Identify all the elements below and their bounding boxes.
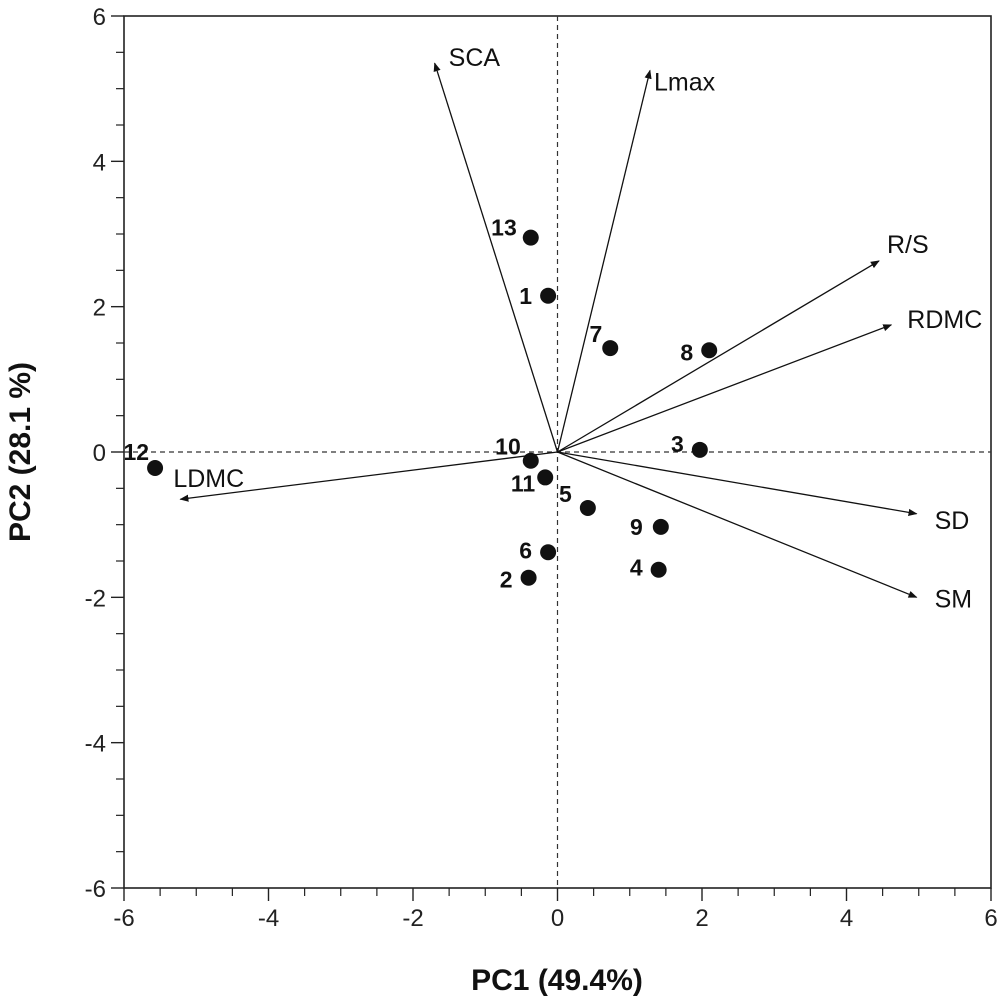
loading-arrow-rs (557, 260, 880, 453)
score-point-8 (701, 342, 718, 359)
y-tick-label: 0 (93, 440, 106, 467)
score-point-5 (579, 499, 596, 516)
point-label: 9 (630, 514, 643, 540)
x-tick-label: 2 (695, 905, 708, 932)
score-point-1 (540, 287, 557, 304)
loading-arrow-ldmc (179, 451, 558, 502)
point-label: 1 (519, 283, 532, 309)
x-axis-title: PC1 (49.4%) (471, 964, 643, 997)
point-label: 10 (495, 434, 521, 460)
y-tick-label: -4 (85, 731, 106, 758)
score-point-11 (537, 469, 554, 486)
x-tick-label: 6 (984, 905, 997, 932)
y-tick-label: 6 (93, 4, 106, 31)
point-label: 8 (680, 339, 693, 365)
loading-arrow-sd (557, 451, 918, 516)
loading-arrow-rdmc (557, 324, 893, 453)
point-label: 13 (491, 215, 517, 241)
x-tick-label: -4 (258, 905, 279, 932)
score-point-13 (522, 229, 539, 246)
loading-label: R/S (887, 231, 929, 259)
point-label: 6 (519, 537, 532, 563)
y-tick-label: -2 (85, 585, 106, 612)
score-point-12 (147, 459, 164, 476)
score-point-3 (691, 441, 708, 458)
loading-label: SM (935, 585, 973, 613)
y-axis-title: PC2 (28.1 %) (4, 362, 37, 542)
score-point-7 (602, 340, 619, 357)
point-label: 12 (123, 439, 149, 465)
score-point-2 (520, 569, 537, 586)
score-point-4 (650, 561, 667, 578)
score-point-6 (540, 544, 557, 561)
point-label: 3 (671, 431, 684, 457)
loading-label: LDMC (173, 465, 244, 493)
x-tick-label: -2 (402, 905, 423, 932)
y-tick-label: 2 (93, 295, 106, 322)
score-point-9 (652, 518, 669, 535)
x-tick-label: 4 (840, 905, 853, 932)
loading-arrow-sm (557, 451, 918, 598)
x-tick-label: -6 (113, 905, 134, 932)
axis-ticks: -6 -4 -2 0 2 4 6 -6 -4 -2 0 2 4 6 (85, 4, 998, 932)
score-point-10 (522, 452, 539, 469)
point-label: 11 (511, 470, 536, 496)
loading-label: SD (935, 507, 970, 535)
y-tick-label: -6 (85, 876, 106, 903)
loading-vectors: SCA Lmax R/S RDMC SD SM LDMC (173, 44, 982, 613)
loading-label: RDMC (907, 306, 982, 334)
point-label: 2 (500, 567, 513, 593)
x-tick-label: 0 (551, 905, 564, 932)
loading-label: SCA (449, 44, 501, 72)
point-label: 7 (589, 321, 602, 347)
loading-arrow-sca (433, 62, 559, 453)
y-tick-label: 4 (93, 149, 106, 176)
point-label: 5 (559, 481, 572, 507)
loading-label: Lmax (654, 69, 716, 97)
loading-arrow-lmax (556, 69, 652, 453)
point-label: 4 (630, 555, 643, 581)
